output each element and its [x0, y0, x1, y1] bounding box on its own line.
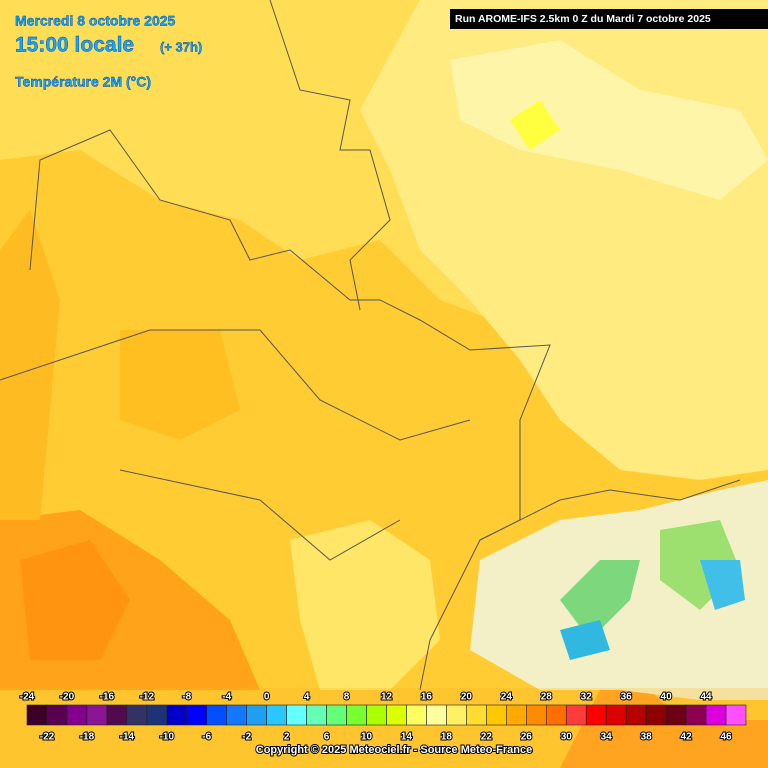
forecast-time: 15:00 locale [15, 34, 134, 57]
legend-label: 46 [720, 732, 732, 743]
legend-swatch [166, 704, 188, 726]
legend-swatch [306, 704, 327, 726]
forecast-date: Mercredi 8 octobre 2025 [15, 13, 176, 29]
legend-swatch [625, 704, 647, 726]
legend-swatch [106, 704, 128, 726]
legend-label: 28 [541, 692, 553, 703]
legend-swatch [286, 704, 307, 726]
legend-swatch [705, 704, 727, 726]
legend-label: 12 [381, 692, 393, 703]
legend-label: -18 [80, 732, 95, 743]
legend-label: -16 [100, 692, 115, 703]
legend-swatch [326, 704, 347, 726]
legend-swatch [186, 704, 208, 726]
legend-label: 38 [641, 732, 653, 743]
legend-label: -2 [242, 732, 251, 743]
legend-swatch [246, 704, 267, 726]
borders [0, 0, 741, 691]
legend-swatch [266, 704, 287, 726]
legend-swatch [685, 704, 707, 726]
legend-swatch [426, 704, 447, 726]
legend-swatch [446, 704, 467, 726]
legend-swatch [545, 704, 567, 726]
legend-swatch [526, 704, 547, 726]
forecast-lead: (+ 37h) [160, 39, 202, 54]
legend-label: 22 [481, 732, 493, 743]
legend-swatch [226, 704, 247, 726]
legend-label: -4 [222, 692, 231, 703]
legend-label: 2 [284, 732, 290, 743]
legend-swatch [406, 704, 427, 726]
legend-label: 0 [264, 692, 270, 703]
legend-background [0, 688, 768, 768]
legend-label: 44 [700, 692, 712, 703]
legend-label: 36 [621, 692, 633, 703]
legend-label: 32 [581, 692, 593, 703]
legend-label: -10 [160, 732, 175, 743]
legend-swatch [725, 704, 747, 726]
legend-label: -22 [40, 732, 55, 743]
legend-label: 20 [461, 692, 473, 703]
run-banner [450, 9, 768, 29]
legend-swatch [346, 704, 367, 726]
legend-swatch [665, 704, 687, 726]
legend-swatch [86, 704, 108, 726]
legend-label: -24 [20, 692, 35, 703]
legend-label: 14 [401, 732, 413, 743]
legend-label: 18 [441, 732, 453, 743]
legend-label: 26 [521, 732, 533, 743]
legend-swatch [486, 704, 507, 726]
legend-label: 40 [661, 692, 673, 703]
legend-swatch [565, 704, 587, 726]
legend-swatch [366, 704, 387, 726]
run-info: Run AROME-IFS 2.5km 0 Z du Mardi 7 octob… [455, 13, 711, 25]
legend-swatch [506, 704, 527, 726]
legend-label: -20 [60, 692, 75, 703]
legend-swatch [46, 704, 68, 726]
legend-label: 24 [501, 692, 513, 703]
legend-swatch [585, 704, 607, 726]
legend-label: -12 [140, 692, 155, 703]
legend-label: -14 [120, 732, 135, 743]
legend-label: -6 [202, 732, 211, 743]
copyright: Copyright © 2025 Meteociel.fr - Source M… [256, 744, 532, 756]
legend-swatch [26, 704, 48, 726]
legend-swatch [386, 704, 407, 726]
legend-swatch [605, 704, 627, 726]
legend-label: 8 [344, 692, 350, 703]
variable-name: Température 2M (°C) [15, 74, 151, 90]
legend-swatch [206, 704, 228, 726]
legend-label: 30 [561, 732, 573, 743]
legend-label: 34 [601, 732, 613, 743]
legend-swatch [466, 704, 487, 726]
legend-swatch [66, 704, 88, 726]
legend-swatch [146, 704, 168, 726]
legend-label: 16 [421, 692, 433, 703]
legend-label: 10 [361, 732, 373, 743]
legend-label: 6 [324, 732, 330, 743]
legend-swatch [645, 704, 667, 726]
legend-label: -8 [182, 692, 191, 703]
legend-label: 4 [304, 692, 310, 703]
legend-label: 42 [681, 732, 693, 743]
legend-swatch [126, 704, 148, 726]
